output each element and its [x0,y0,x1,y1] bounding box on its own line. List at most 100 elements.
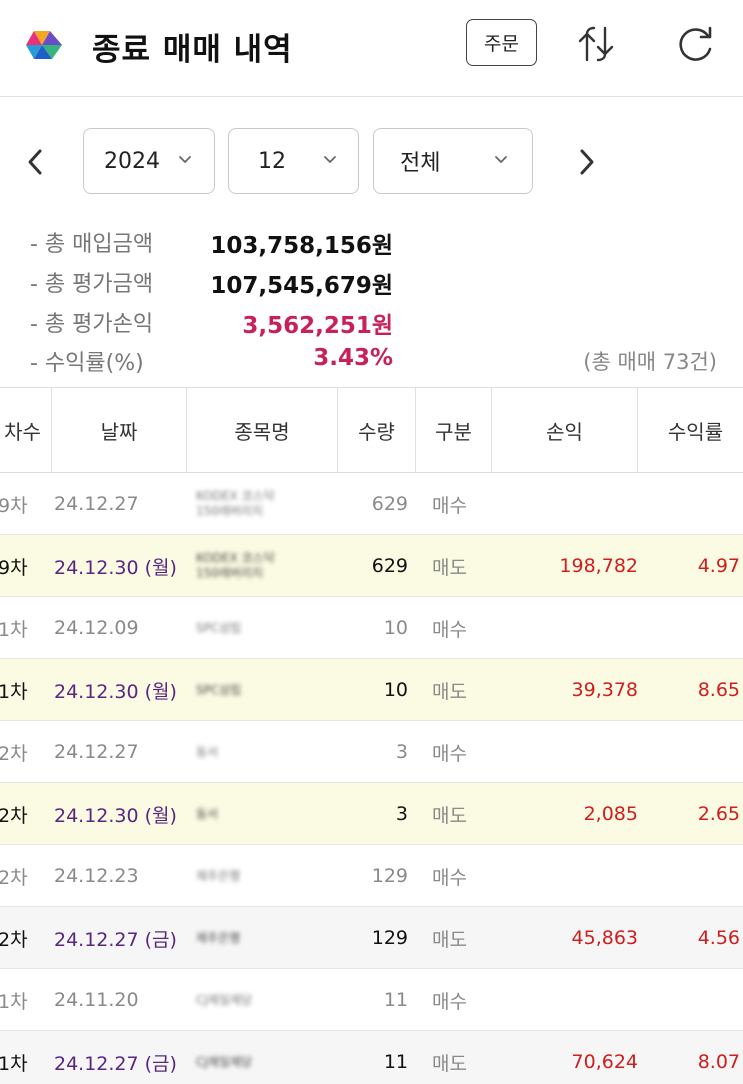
row-rate [650,473,740,535]
row-round: 1차 [0,990,28,1013]
row-qty: 629 [371,493,408,515]
table-row[interactable]: 1차 24.12.27 (금) CJ제일제당 11 매도 70,624 8.07 [0,1031,743,1084]
row-type: 매도 [432,1052,467,1075]
row-round: 2차 [0,742,28,765]
row-profit: 2,085 [583,803,638,825]
row-round: 1차 [0,618,28,641]
row-type: 매도 [432,680,467,703]
row-qty: 11 [383,1051,408,1073]
trade-table: 차수 날짜 종목명 수량 구분 손익 수익률 9차 24.12.27 KODEX 코… [0,387,743,1084]
column-header-name: 종목명 [187,388,338,472]
row-stock-name: 동서 [196,721,336,783]
stock-name-text: SPC삼립 [196,682,242,697]
row-type: 매도 [432,556,467,579]
row-round: 9차 [0,556,28,579]
column-header-profit: 손익 [492,388,638,472]
summary-label: - 총 평가손익 [30,312,154,337]
table-row[interactable]: 2차 24.12.30 (월) 동서 3 매도 2,085 2.65 [0,783,743,845]
table-row[interactable]: 9차 24.12.27 KODEX 코스닥 150레버리지 629 매수 [0,473,743,535]
row-type: 매도 [432,804,467,827]
row-stock-name: 제주은행 [196,907,336,969]
prev-month-button[interactable] [20,144,50,180]
table-row[interactable]: 9차 24.12.30 (월) KODEX 코스닥 150레버리지 629 매도 198,7… [0,535,743,597]
page-title: 종료 매매 내역 [92,32,293,68]
summary-label: - 총 매입금액 [30,232,154,257]
chevron-down-icon [495,156,507,163]
type-select[interactable]: 전체 [373,128,533,194]
column-header-round: 차수 [0,388,52,472]
summary-value: 107,545,679원 [210,273,393,299]
row-profit [500,597,638,659]
column-header-date: 날짜 [52,388,187,472]
row-rate: 8.65 [697,679,740,701]
table-body: 9차 24.12.27 KODEX 코스닥 150레버리지 629 매수 9차 24.12.3… [0,473,743,1084]
row-stock-name: SPC삼립 [196,659,336,721]
table-row[interactable]: 1차 24.11.20 CJ제일제당 11 매수 [0,969,743,1031]
table-header: 차수 날짜 종목명 수량 구분 손익 수익률 [0,387,743,473]
row-round: 2차 [0,804,28,827]
row-date: 24.12.27 [54,493,139,515]
row-round: 1차 [0,680,28,703]
column-header-qty: 수량 [338,388,416,472]
row-type: 매도 [432,928,467,951]
row-rate: 8.07 [697,1051,740,1073]
stock-name-text: 150레버리지 [196,504,264,518]
order-button[interactable]: 주문 [466,19,537,66]
next-month-button[interactable] [572,144,602,180]
year-select-value: 2024 [104,148,160,174]
table-row[interactable]: 2차 24.12.27 (금) 제주은행 129 매도 45,863 4.56 [0,907,743,969]
summary-label: - 수익률(%) [30,351,144,376]
chevron-down-icon [324,156,336,163]
row-type: 매수 [432,618,467,641]
chevron-right-icon [580,149,594,175]
summary-value: 3.43% [313,345,393,371]
row-profit: 45,863 [571,927,638,949]
stock-name-text: 제주은행 [196,930,241,945]
row-rate [650,969,740,1031]
stock-name-text: 동서 [196,744,219,759]
chevron-left-icon [28,149,42,175]
row-type: 매수 [432,742,467,765]
stock-name-text: 제주은행 [196,868,241,883]
row-date: 24.12.30 (월) [54,804,177,827]
row-qty: 3 [395,803,408,825]
row-rate: 4.56 [697,927,740,949]
row-date: 24.12.30 (월) [54,556,177,579]
row-date: 24.12.09 [54,617,139,639]
row-stock-name: KODEX 코스닥 150레버리지 [196,535,336,597]
row-qty: 10 [383,679,408,701]
row-stock-name: KODEX 코스닥 150레버리지 [196,473,336,535]
row-qty: 11 [383,989,408,1011]
table-row[interactable]: 2차 24.12.23 제주은행 129 매수 [0,845,743,907]
row-type: 매수 [432,494,467,517]
summary-value: 3,562,251원 [242,313,393,339]
table-row[interactable]: 1차 24.12.09 SPC삼립 10 매수 [0,597,743,659]
row-qty: 3 [395,741,408,763]
table-row[interactable]: 2차 24.12.27 동서 3 매수 [0,721,743,783]
app-logo-icon [26,31,62,59]
stock-name-text: SPC삼립 [196,620,242,635]
row-profit [500,473,638,535]
refresh-icon[interactable] [674,22,718,66]
row-stock-name: CJ제일제당 [196,1031,336,1084]
row-stock-name: 동서 [196,783,336,845]
stock-name-text: 동서 [196,806,219,821]
row-qty: 129 [371,927,408,949]
table-row[interactable]: 1차 24.12.30 (월) SPC삼립 10 매도 39,378 8.65 [0,659,743,721]
row-profit [500,845,638,907]
year-select[interactable]: 2024 [83,128,215,194]
row-rate: 4.97 [697,555,740,577]
row-date: 24.12.23 [54,865,139,887]
row-rate [650,721,740,783]
stock-name-text: 150레버리지 [196,566,264,580]
month-select[interactable]: 12 [228,128,359,194]
row-profit: 198,782 [559,555,638,577]
row-type: 매수 [432,866,467,889]
column-header-type: 구분 [416,388,492,472]
row-profit [500,721,638,783]
app-header: 종료 매매 내역 주문 [0,0,743,97]
row-qty: 129 [371,865,408,887]
stock-name-text: KODEX 코스닥 [196,489,275,503]
month-select-value: 12 [258,148,286,174]
swap-arrows-icon[interactable] [574,22,618,66]
